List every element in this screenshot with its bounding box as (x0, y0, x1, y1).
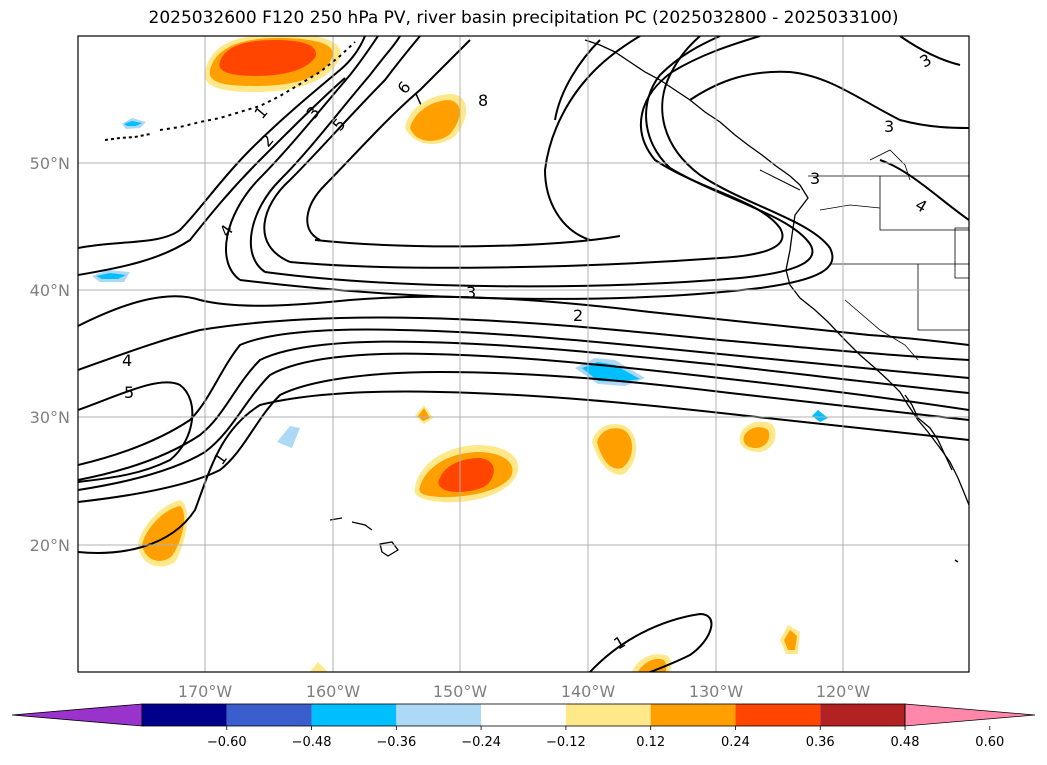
colorbar-extend-low (11, 703, 143, 727)
contour-label: 3 (466, 283, 476, 302)
colorbar-frame (141, 703, 906, 727)
colorbar-swatch (820, 704, 905, 726)
colorbar-swatch (142, 704, 227, 726)
lat-tick-label: 50°N (30, 154, 70, 173)
colorbar-tick-label: 0.48 (891, 735, 920, 750)
colorbar-swatch (396, 704, 482, 726)
map-frame (77, 35, 970, 673)
lat-tick-label: 20°N (30, 536, 70, 555)
colorbar: −0.60 −0.48 −0.36 −0.24 −0.12 0.12 0.24 0.36 0.4… (11, 703, 1036, 750)
longitude-labels: 170°W 160°W 150°W 140°W 130°W 120°W (178, 682, 871, 701)
lat-tick-label: 30°N (30, 408, 70, 427)
contour-label: 3 (884, 117, 894, 136)
lon-tick-label: 130°W (689, 682, 744, 701)
colorbar-tick-label: −0.60 (207, 735, 247, 750)
colorbar-swatch (735, 704, 821, 726)
contour-label: 5 (124, 383, 134, 402)
colorbar-tick-label: −0.24 (461, 735, 501, 750)
contour-label: 4 (122, 351, 132, 370)
colorbar-tick-label: 0.60 (975, 735, 1004, 750)
colorbar-extend-high (904, 703, 1036, 727)
colorbar-tick-label: 0.12 (636, 735, 665, 750)
colorbar-swatch (226, 704, 312, 726)
latitude-labels: 50°N 40°N 30°N 20°N (30, 154, 70, 555)
map-area (78, 36, 969, 672)
lon-tick-label: 160°W (306, 682, 361, 701)
graticule (78, 36, 969, 672)
contour-label: 2 (573, 306, 583, 325)
contour-label: 8 (478, 91, 488, 110)
lon-tick-label: 150°W (433, 682, 488, 701)
lon-tick-label: 120°W (816, 682, 871, 701)
lon-tick-label: 140°W (561, 682, 616, 701)
contour-label: 3 (810, 169, 820, 188)
lat-tick-label: 40°N (30, 281, 70, 300)
colorbar-tick-label: −0.48 (292, 735, 332, 750)
colorbar-tick-label: 0.24 (721, 735, 750, 750)
colorbar-tick-label: 0.36 (806, 735, 835, 750)
colorbar-tick-label: −0.12 (546, 735, 586, 750)
colorbar-swatch (650, 704, 736, 726)
figure-title: 2025032600 F120 250 hPa PV, river basin … (148, 8, 899, 28)
colorbar-swatch (565, 704, 651, 726)
colorbar-tick-label: −0.36 (376, 735, 416, 750)
colorbar-swatch (311, 704, 397, 726)
colorbar-swatch (481, 704, 566, 726)
lon-tick-label: 170°W (178, 682, 233, 701)
